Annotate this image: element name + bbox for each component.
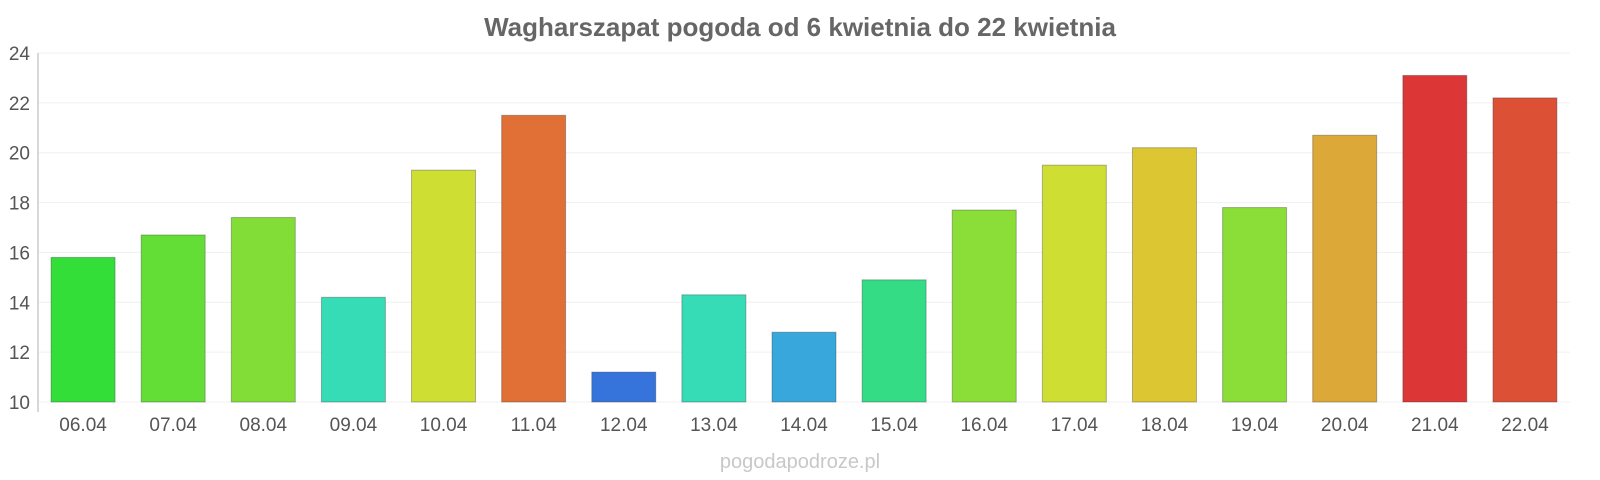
x-axis-ticks: 06.04 07.04 08.04 09.04 10.04 11.04 12.04 13.04… — [59, 415, 1549, 436]
x-tick-label: 07.04 — [149, 415, 197, 436]
bar-16.04 — [951, 209, 1017, 403]
x-tick-label: 08.04 — [240, 415, 288, 436]
bar-12.04 — [591, 371, 657, 403]
x-tick-label: 12.04 — [600, 415, 648, 436]
watermark-text: pogodapodroze.pl — [720, 451, 880, 473]
bar-14.04 — [771, 331, 837, 403]
x-tick-label: 10.04 — [420, 415, 468, 436]
bar-09.04 — [320, 296, 386, 403]
x-tick-label: 09.04 — [330, 415, 378, 436]
bar-19.04 — [1222, 207, 1288, 403]
x-tick-label: 20.04 — [1321, 415, 1369, 436]
y-tick-label: 22 — [9, 94, 30, 115]
bar-11.04 — [501, 114, 567, 403]
bar-10.04 — [411, 169, 477, 403]
x-tick-label: 14.04 — [780, 415, 828, 436]
bar-15.04 — [861, 279, 927, 403]
y-tick-label: 16 — [9, 243, 30, 264]
x-tick-label: 17.04 — [1051, 415, 1099, 436]
bar-07.04 — [140, 234, 206, 403]
y-tick-label: 18 — [9, 194, 30, 215]
y-tick-label: 24 — [9, 44, 31, 65]
bar-08.04 — [230, 217, 296, 403]
y-tick-label: 14 — [9, 293, 31, 314]
x-tick-label: 19.04 — [1231, 415, 1279, 436]
bar-18.04 — [1131, 147, 1197, 403]
x-tick-label: 13.04 — [690, 415, 738, 436]
x-tick-label: 22.04 — [1501, 415, 1549, 436]
y-tick-label: 12 — [9, 343, 30, 364]
x-tick-label: 11.04 — [511, 415, 558, 436]
bar-06.04 — [50, 256, 116, 403]
x-tick-label: 21.04 — [1411, 415, 1459, 436]
bars — [50, 74, 1558, 403]
chart-title: Wagharszapat pogoda od 6 kwietnia do 22 … — [484, 12, 1116, 42]
y-axis-ticks: 10 12 14 16 18 20 22 24 — [9, 44, 31, 414]
x-tick-label: 15.04 — [870, 415, 918, 436]
y-tick-label: 10 — [9, 393, 30, 414]
bar-20.04 — [1312, 134, 1378, 403]
bar-13.04 — [681, 294, 747, 403]
bar-22.04 — [1492, 97, 1558, 403]
bar-21.04 — [1402, 74, 1468, 403]
x-tick-label: 16.04 — [960, 415, 1008, 436]
y-tick-label: 20 — [9, 144, 30, 165]
x-tick-label: 06.04 — [59, 415, 107, 436]
bar-17.04 — [1041, 164, 1107, 403]
x-tick-label: 18.04 — [1141, 415, 1189, 436]
